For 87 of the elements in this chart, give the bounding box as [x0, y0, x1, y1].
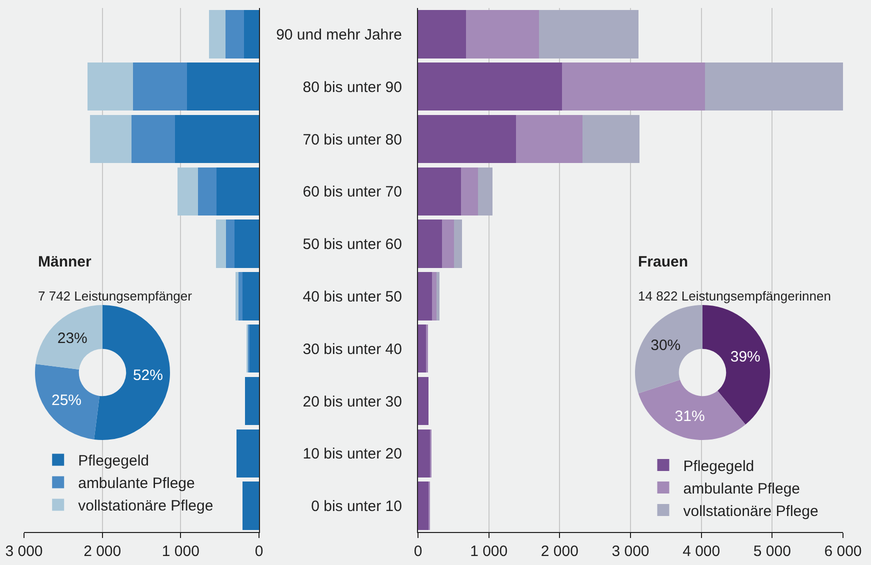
bar [466, 10, 540, 58]
data-label: 31% [674, 408, 705, 425]
chart-subtitle: 7 742 Leistungsempfänger [38, 288, 193, 304]
bar [234, 220, 259, 268]
bar [242, 482, 259, 530]
bar [418, 429, 430, 478]
bar [131, 114, 176, 164]
y-tick-label: 0 bis unter 10 [311, 498, 402, 516]
bar [418, 114, 516, 164]
legend-label: ambulante Pflege [683, 480, 800, 498]
bar [436, 272, 440, 320]
bar [418, 62, 562, 111]
bar [418, 376, 429, 426]
bar [178, 167, 198, 216]
bar [244, 376, 259, 426]
donut-slice [635, 305, 702, 394]
x-tick-label: 0 [254, 543, 264, 560]
bar [90, 114, 132, 164]
y-tick-label: 90 und mehr Jahre [276, 26, 402, 44]
x-tick-label: 2 000 [540, 543, 578, 560]
bar [87, 62, 133, 111]
bar [216, 220, 226, 268]
bar [539, 10, 638, 58]
bar [132, 62, 187, 111]
y-tick-label: 30 bis unter 40 [302, 340, 402, 358]
data-label: 52% [132, 366, 163, 384]
bar [432, 272, 436, 320]
donut-slice [36, 305, 102, 370]
y-tick-label: 40 bis unter 50 [302, 288, 402, 306]
x-tick-label: 1 000 [470, 543, 508, 560]
x-tick-label: 3 000 [5, 543, 43, 560]
legend-label: Pflegegeld [78, 452, 150, 470]
legend-label: ambulante Pflege [78, 475, 195, 492]
donut-slice [702, 305, 770, 425]
bar [582, 114, 640, 164]
bar [454, 220, 462, 268]
bar [238, 272, 243, 320]
legend-label: Pflegegeld [683, 458, 754, 475]
y-tick-label: 50 bis unter 60 [302, 236, 402, 254]
bar [418, 167, 462, 216]
data-label: 23% [57, 330, 88, 347]
bar [250, 324, 259, 373]
bar [418, 10, 466, 58]
y-tick-label: 20 bis unter 30 [302, 393, 402, 410]
x-tick-label: 4 000 [682, 543, 720, 560]
chart-title: Männer [38, 254, 92, 270]
bar [242, 272, 259, 320]
bar [208, 10, 226, 58]
bar [216, 167, 259, 216]
bar [461, 167, 478, 216]
bar [704, 62, 843, 111]
bar [418, 272, 432, 320]
bar [236, 272, 239, 320]
bar [225, 10, 244, 58]
bar [236, 429, 259, 478]
y-tick-label: 10 bis unter 20 [302, 446, 402, 463]
donut-slice [94, 305, 170, 440]
bar [418, 482, 429, 530]
x-tick-label: 0 [414, 543, 422, 560]
chart-subtitle: 14 822 Leistungsempfängerinnen [638, 288, 831, 304]
x-tick-label: 5 000 [753, 543, 791, 560]
donut-slice [638, 380, 746, 440]
legend-label: vollstationäre Pflege [683, 502, 818, 520]
bar [244, 10, 259, 58]
x-tick-label: 2 000 [84, 543, 122, 560]
data-label: 30% [650, 337, 681, 354]
y-tick-label: 80 bis unter 90 [302, 78, 402, 96]
bar [226, 220, 235, 268]
x-tick-label: 3 000 [612, 543, 650, 560]
bar [478, 167, 492, 216]
legend-label: vollstationäre Pflege [78, 498, 214, 515]
bar [442, 220, 454, 268]
x-tick-label: 6 000 [824, 543, 862, 560]
bar [562, 62, 705, 111]
data-label: 39% [730, 348, 760, 366]
chart-title: Frauen [638, 254, 688, 270]
bar [175, 114, 259, 164]
y-tick-label: 70 bis unter 80 [302, 131, 402, 148]
bar [198, 167, 217, 216]
y-tick-label: 60 bis unter 70 [302, 184, 402, 201]
bar [186, 62, 259, 111]
bar [418, 220, 442, 268]
x-tick-label: 1 000 [162, 543, 200, 560]
bar [516, 114, 582, 164]
bar [418, 324, 426, 373]
data-label: 25% [51, 392, 82, 409]
donut-slice [35, 364, 100, 440]
